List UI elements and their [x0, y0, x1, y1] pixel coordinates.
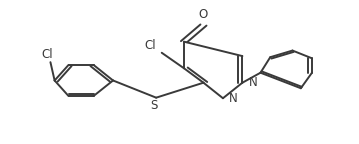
Text: N: N: [229, 92, 238, 105]
Text: S: S: [150, 99, 158, 112]
Text: Cl: Cl: [145, 39, 156, 52]
Text: O: O: [199, 8, 208, 21]
Text: Cl: Cl: [42, 48, 53, 60]
Text: N: N: [248, 76, 257, 89]
